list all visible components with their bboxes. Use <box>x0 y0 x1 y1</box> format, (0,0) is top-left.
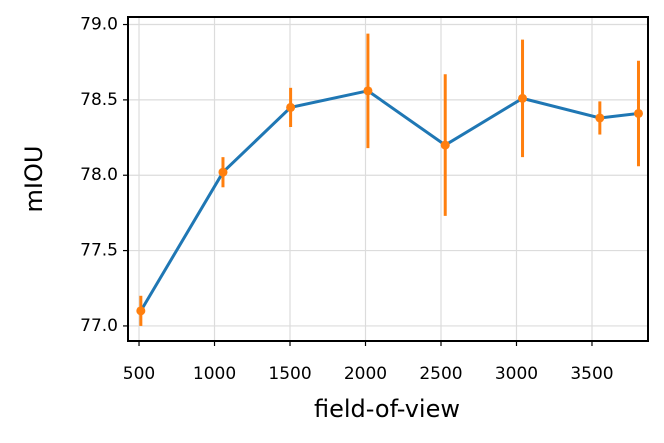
x-tick-label: 1000 <box>193 364 236 384</box>
point <box>633 108 643 118</box>
x-axis-label: field-of-view <box>314 395 460 423</box>
x-tick-label: 2000 <box>344 364 387 384</box>
x-tick-label: 3000 <box>495 364 538 384</box>
point <box>518 93 528 103</box>
point <box>595 113 605 123</box>
y-tick-label: 77.0 <box>80 316 118 336</box>
plot-frame <box>127 16 649 342</box>
x-tick-label: 1500 <box>268 364 311 384</box>
y-tick-label: 77.5 <box>80 241 118 261</box>
x-tick-label: 500 <box>123 364 155 384</box>
y-axis-label: mIOU <box>20 146 48 213</box>
point <box>136 306 146 316</box>
line <box>139 89 639 312</box>
point <box>363 86 373 96</box>
x-tick-label: 2500 <box>419 364 462 384</box>
y-tick-label: 78.5 <box>80 90 118 110</box>
point <box>440 140 450 150</box>
y-tick-label: 78.0 <box>80 165 118 185</box>
x-tick-label: 3500 <box>570 364 613 384</box>
point <box>286 102 296 112</box>
y-tick-label: 79.0 <box>80 15 118 35</box>
point <box>218 167 228 177</box>
